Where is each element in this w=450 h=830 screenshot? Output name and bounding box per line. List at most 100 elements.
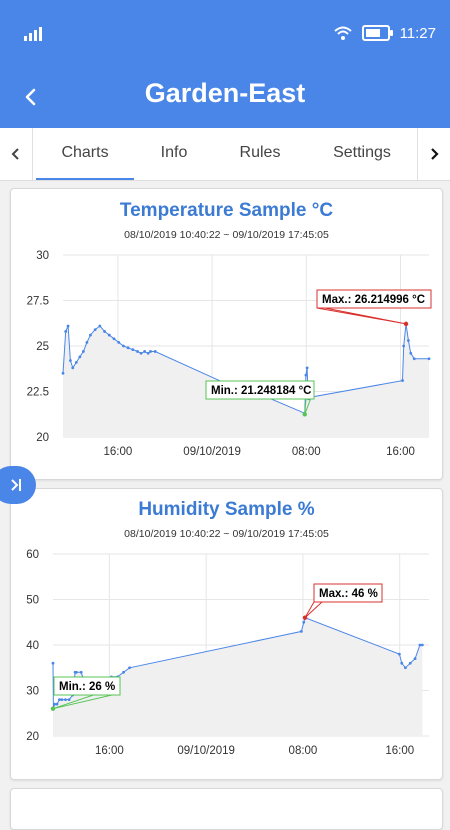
chart-card-next (10, 788, 443, 830)
chart-title: Humidity Sample % (138, 499, 315, 520)
data-point (299, 629, 303, 633)
data-point (79, 670, 83, 674)
x-tick-label: 16:00 (385, 745, 414, 757)
data-point (64, 698, 67, 701)
min-label-box (205, 380, 315, 400)
data-point (81, 350, 85, 353)
status-bar: 11:27 (0, 0, 450, 66)
data-point (98, 324, 102, 328)
back-chevron-icon[interactable] (18, 84, 44, 110)
x-tick-label: 09/10/2019 (183, 446, 241, 458)
data-point (53, 702, 56, 706)
data-point (69, 359, 72, 362)
data-point (60, 698, 64, 701)
min-label-box (53, 676, 121, 696)
chart-date-range: 08/10/2019 10:40:22 ~ 09/10/2019 17:45:0… (124, 229, 329, 241)
y-tick-label: 25 (36, 341, 49, 353)
x-tick-label: 09/10/2019 (177, 745, 235, 757)
data-point (128, 666, 131, 670)
data-point (418, 643, 422, 647)
data-point (93, 328, 97, 332)
data-point (146, 351, 150, 355)
chevron-left-icon (11, 148, 19, 160)
y-tick-label: 30 (36, 250, 49, 262)
status-time: 11:27 (399, 24, 436, 42)
data-point (143, 350, 147, 353)
max-pointer (316, 307, 407, 325)
y-tick-label: 40 (26, 640, 39, 652)
y-tick-label: 22.5 (27, 387, 49, 399)
data-point (404, 666, 407, 670)
max-point (302, 615, 308, 620)
series-line (62, 323, 429, 415)
data-point (74, 670, 78, 674)
y-tick-label: 20 (26, 731, 39, 743)
humidity-chart-card: Humidity Sample % 08/10/2019 10:40:22 ~ … (10, 488, 443, 780)
data-point (397, 652, 401, 656)
max-point (403, 321, 409, 327)
data-point (122, 344, 125, 348)
min-label: Min.: 26 % (59, 681, 115, 693)
app-bar: Garden-East (0, 66, 450, 128)
temperature-chart: 20 22.5 25 27.5 30 16:00 09/10/2019 08:00 16:00 M… (27, 250, 432, 458)
data-point (149, 350, 152, 353)
data-point (78, 355, 82, 359)
data-point (427, 357, 431, 361)
tab-info[interactable]: Info (160, 144, 188, 161)
wifi-icon (333, 26, 352, 40)
data-point (402, 344, 406, 348)
tab-bar: Charts Info Rules Settings (0, 128, 450, 181)
y-tick-label: 27.5 (27, 296, 49, 308)
max-pointer (304, 601, 323, 619)
signal-icon (24, 27, 42, 41)
data-point (122, 670, 125, 674)
x-tick-label: 16:00 (103, 446, 132, 458)
data-point (117, 340, 121, 344)
data-point (74, 360, 78, 364)
data-point (413, 657, 417, 661)
side-panel-toggle-button[interactable] (0, 466, 36, 504)
y-tick-label: 30 (26, 686, 39, 698)
y-tick-label: 20 (36, 432, 49, 444)
y-tick-label: 50 (26, 595, 39, 607)
data-point (400, 661, 404, 665)
page-title: Garden-East (144, 78, 306, 108)
y-tick-label: 60 (26, 549, 39, 561)
data-point (112, 337, 116, 341)
data-point (85, 340, 89, 344)
tab-rules[interactable]: Rules (239, 144, 281, 161)
data-point (71, 366, 75, 370)
temperature-chart-card: Temperature Sample °C 08/10/2019 10:40:2… (10, 188, 443, 480)
humidity-chart: 20 30 40 50 60 16:00 09/10/2019 08:00 16:00 Max.:… (26, 549, 429, 757)
data-point (420, 643, 424, 647)
data-point (55, 702, 59, 706)
data-point (136, 350, 139, 353)
data-point (139, 351, 143, 355)
data-point (305, 366, 309, 370)
max-label-box (316, 289, 432, 309)
x-tick-label: 08:00 (289, 745, 318, 757)
min-point (50, 706, 56, 711)
tab-scroll-right-button[interactable] (417, 128, 450, 180)
x-tick-label: 16:00 (95, 745, 124, 757)
series-area (53, 617, 423, 736)
data-point (126, 346, 130, 350)
chart-date-range: 08/10/2019 10:40:22 ~ 09/10/2019 17:45:0… (124, 528, 329, 540)
data-point (103, 330, 106, 333)
max-label-box (313, 583, 383, 603)
data-point (89, 333, 92, 337)
data-point (408, 661, 412, 665)
data-point (409, 351, 413, 355)
tab-settings[interactable]: Settings (333, 144, 391, 161)
chevron-right-icon (431, 148, 439, 160)
data-point (412, 357, 416, 361)
tab-charts[interactable]: Charts (36, 128, 134, 180)
data-point (67, 698, 71, 701)
battery-icon (361, 25, 393, 41)
max-label: Max.: 26.214996 °C (322, 294, 425, 306)
data-point (64, 330, 68, 333)
min-label: Min.: 21.248184 °C (211, 385, 311, 397)
tab-scroll-left-button[interactable] (0, 128, 33, 180)
data-point (401, 379, 404, 382)
data-point (58, 698, 61, 701)
